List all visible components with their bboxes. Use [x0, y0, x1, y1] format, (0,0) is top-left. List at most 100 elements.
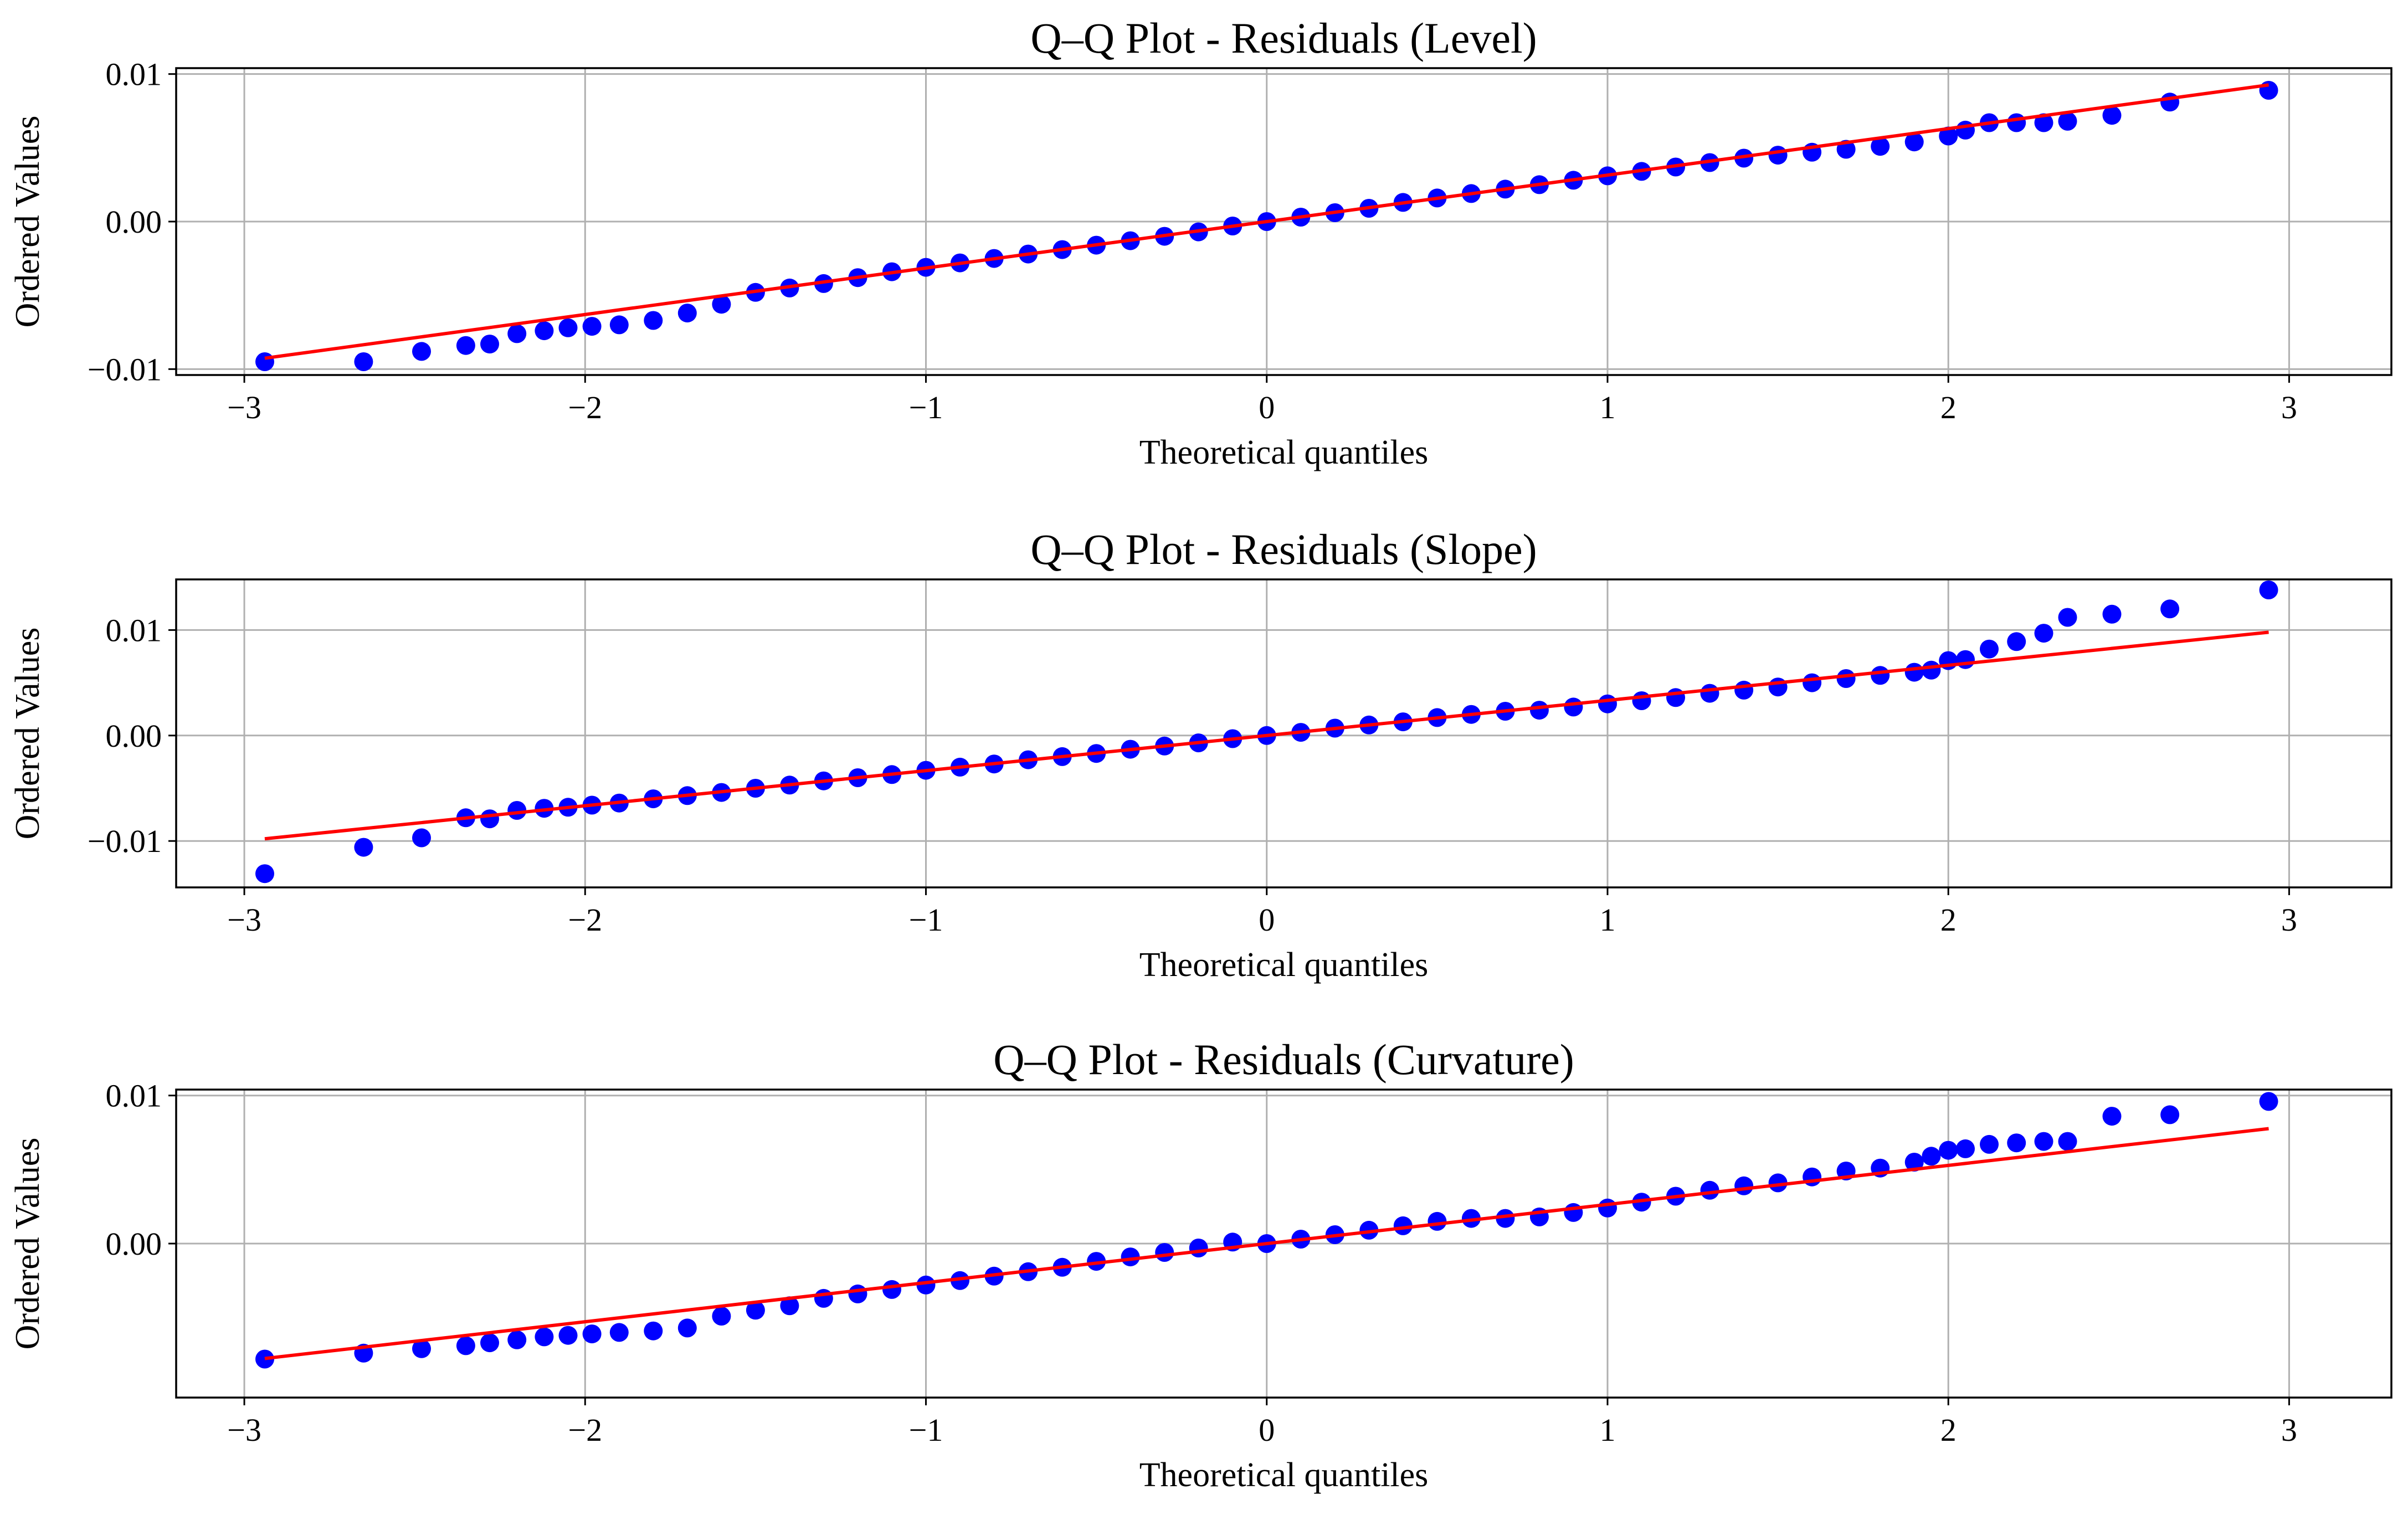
- x-tick-label: 3: [2281, 389, 2297, 425]
- data-point: [1803, 673, 1822, 692]
- x-tick-label: 3: [2281, 902, 2297, 938]
- data-point: [2058, 1132, 2077, 1151]
- data-point: [2102, 604, 2122, 624]
- data-point: [2034, 624, 2053, 643]
- data-point: [582, 1324, 602, 1344]
- data-point: [814, 1288, 833, 1308]
- data-point: [2034, 1132, 2053, 1151]
- data-point: [2102, 1107, 2122, 1126]
- data-point: [1768, 677, 1788, 697]
- x-tick-label: −3: [227, 1412, 261, 1448]
- data-point: [1598, 1198, 1617, 1218]
- x-tick-label: 1: [1599, 1412, 1615, 1448]
- x-tick-label: 0: [1259, 389, 1275, 425]
- x-tick-label: 1: [1599, 902, 1615, 938]
- x-tick-label: −2: [568, 389, 602, 425]
- data-point: [412, 1339, 431, 1358]
- data-point: [1871, 666, 1890, 685]
- y-tick-label: 0.01: [106, 612, 162, 648]
- data-point: [354, 838, 373, 857]
- data-point: [507, 801, 527, 820]
- chart-title: Q–Q Plot - Residuals (Slope): [1030, 525, 1537, 573]
- x-axis-label: Theoretical quantiles: [1139, 1456, 1429, 1494]
- chart-panel-2: −3 −2 −1 0 1 2 3 −0.01 0.00 0.01 Q–Q Plot - Residu…: [9, 525, 2392, 984]
- x-tick-label: −1: [909, 1412, 943, 1448]
- data-point: [1564, 1203, 1583, 1222]
- data-point: [1666, 688, 1685, 707]
- data-point: [354, 352, 373, 371]
- y-tick-label: −0.01: [88, 823, 162, 859]
- data-point: [644, 1321, 663, 1341]
- x-tick-label: −3: [227, 389, 261, 425]
- data-point: [677, 304, 697, 323]
- x-tick-label: −1: [909, 389, 943, 425]
- data-point: [255, 1349, 274, 1369]
- x-tick-label: 0: [1259, 902, 1275, 938]
- data-point: [1836, 669, 1856, 688]
- x-tick-label: 3: [2281, 1412, 2297, 1448]
- y-axis-label: Ordered Values: [9, 628, 47, 840]
- data-point: [1155, 1243, 1174, 1262]
- fit-line: [264, 630, 2269, 841]
- data-point: [255, 864, 274, 884]
- x-tick-label: −1: [909, 902, 943, 938]
- y-tick-label: 0.00: [106, 718, 162, 754]
- data-point: [1734, 680, 1754, 700]
- x-tick-label: 0: [1259, 1412, 1275, 1448]
- data-point: [1956, 120, 1975, 140]
- data-point: [1904, 663, 1924, 682]
- data-point: [1734, 1176, 1754, 1195]
- fit-line: [264, 1127, 2269, 1360]
- y-tick-label: −0.01: [88, 351, 162, 387]
- chart-title: Q–Q Plot - Residuals (Level): [1030, 14, 1537, 62]
- data-point: [480, 335, 499, 354]
- data-point: [1956, 1139, 1975, 1158]
- fit-line: [264, 83, 2269, 360]
- data-point: [1529, 701, 1549, 720]
- data-point: [1087, 1252, 1106, 1271]
- data-point: [480, 809, 499, 829]
- x-tick-label: −2: [568, 902, 602, 938]
- data-point: [712, 1307, 731, 1326]
- data-point: [2034, 113, 2053, 132]
- x-axis-label: Theoretical quantiles: [1139, 434, 1429, 471]
- y-tick-label: 0.01: [106, 57, 162, 93]
- data-point: [255, 352, 274, 371]
- data-point: [1904, 1153, 1924, 1172]
- data-point: [1956, 650, 1975, 669]
- data-point: [2007, 1133, 2026, 1153]
- data-point: [1803, 1167, 1822, 1187]
- data-point: [2058, 608, 2077, 627]
- data-point: [1428, 1211, 1447, 1231]
- data-point: [1461, 1209, 1481, 1228]
- x-axis-label: Theoretical quantiles: [1139, 946, 1429, 984]
- y-tick-label: 0.00: [106, 204, 162, 240]
- data-point: [1922, 1147, 1941, 1166]
- data-point: [456, 336, 475, 355]
- data-point: [2007, 113, 2026, 132]
- data-point: [848, 1284, 867, 1303]
- x-tick-label: 2: [1940, 1412, 1957, 1448]
- data-point: [1189, 1239, 1208, 1257]
- data-point: [412, 828, 431, 848]
- x-tick-label: 2: [1940, 902, 1957, 938]
- data-point: [507, 324, 527, 343]
- data-point: [582, 317, 602, 336]
- y-axis-label: Ordered Values: [9, 1138, 47, 1350]
- data-point: [1598, 694, 1617, 713]
- data-point: [1871, 137, 1890, 156]
- data-point: [2058, 111, 2077, 131]
- data-point: [916, 1275, 936, 1295]
- data-point: [746, 1301, 765, 1320]
- axes-frame: [175, 578, 2392, 889]
- x-tick-label: 1: [1599, 389, 1615, 425]
- y-tick-label: 0.01: [106, 1078, 162, 1114]
- data-point: [951, 1271, 969, 1290]
- data-point: [535, 1327, 554, 1347]
- data-point: [1904, 132, 1924, 152]
- data-point: [2160, 1105, 2180, 1124]
- data-point: [1922, 660, 1941, 680]
- data-point: [412, 342, 431, 361]
